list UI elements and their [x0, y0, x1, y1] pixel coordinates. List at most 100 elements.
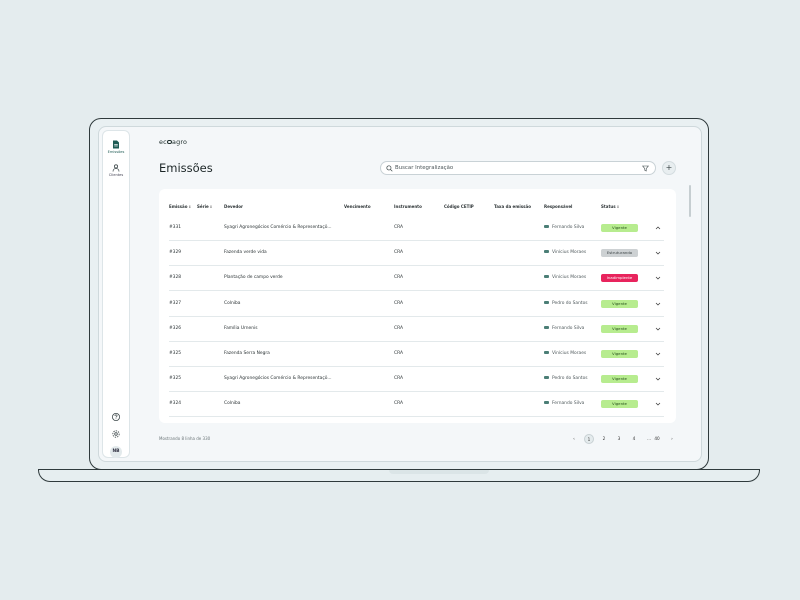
table-row[interactable]: #329 Fazenda verde vida CRA Vinícius Moraes…	[169, 240, 664, 267]
user-tag-icon	[544, 300, 549, 304]
avatar[interactable]: NB	[110, 446, 122, 458]
cell-instrumento: CRA	[394, 275, 403, 281]
cell-instrumento: CRA	[394, 401, 403, 407]
status-badge: Inadimplente	[601, 274, 638, 283]
cell-instrumento: CRA	[394, 250, 403, 256]
cell-responsavel: Vinícius Moraes	[544, 351, 586, 356]
sort-icon: ↕	[616, 205, 620, 209]
column-header-taxa[interactable]: Taxa da emissão	[494, 204, 531, 209]
brand-logo: ec agro	[159, 138, 188, 146]
status-badge: Vigente	[601, 350, 638, 358]
cell-devedor: Colniba	[224, 300, 241, 306]
column-header-serie[interactable]: Série↕	[197, 204, 213, 209]
user-tag-icon	[544, 376, 549, 380]
status-badge: Estruturando	[601, 249, 638, 258]
cell-responsavel: Fernando Silva	[544, 225, 584, 230]
add-button[interactable]: +	[662, 161, 676, 175]
cell-responsavel: Fernando Silva	[544, 401, 584, 406]
scrollbar[interactable]	[689, 185, 691, 217]
cell-responsavel: Pedro do Santos	[544, 376, 588, 381]
cell-instrumento: CRA	[394, 225, 403, 230]
chevron-down-icon[interactable]	[655, 275, 661, 281]
page-1-button[interactable]: 1	[584, 434, 594, 444]
cell-instrumento: CRA	[394, 351, 403, 356]
page-title: Emissões	[159, 161, 213, 175]
status-badge: Vigente	[601, 299, 638, 308]
user-tag-icon	[544, 250, 549, 254]
cell-emissao: #327	[169, 300, 182, 306]
app-screen: Emissões Clientes NB ec agro Emissões	[98, 126, 702, 462]
column-header-vencimento[interactable]: Vencimento	[344, 204, 371, 209]
table-row[interactable]: #324 Colniba CRA Fernando Silva Vigente	[169, 391, 664, 418]
cell-devedor: Colniba	[224, 401, 241, 407]
cell-emissao: #326	[169, 325, 182, 331]
user-tag-icon	[544, 275, 549, 279]
prev-page-button[interactable]: ‹	[573, 436, 575, 441]
status-badge: Vigente	[601, 324, 638, 333]
gear-icon[interactable]	[111, 429, 121, 439]
sidebar: Emissões Clientes NB	[102, 130, 130, 458]
cell-devedor: Família Urnenis	[224, 325, 258, 331]
cell-devedor: Plantação de campo verde	[224, 275, 283, 281]
cell-responsavel: Pedro do Santos	[544, 300, 588, 306]
pagination-ellipsis: ...	[647, 436, 651, 441]
column-header-instrumento[interactable]: Instrumento	[394, 204, 422, 209]
page-2-button[interactable]: 2	[602, 436, 606, 441]
sidebar-item-label: Clientes	[108, 173, 124, 177]
status-badge: Vigente	[601, 400, 638, 409]
page-4-button[interactable]: 4	[632, 436, 636, 441]
cell-emissao: #324	[169, 401, 182, 407]
cell-instrumento: CRA	[394, 376, 403, 382]
search-icon	[386, 165, 393, 172]
column-header-devedor[interactable]: Devedor	[224, 204, 243, 209]
cell-emissao: #328	[169, 275, 182, 281]
user-tag-icon	[544, 225, 549, 228]
page-40-button[interactable]: 40	[654, 436, 660, 441]
status-badge: Vigente	[601, 375, 638, 384]
cell-emissao: #329	[169, 250, 182, 256]
chevron-down-icon[interactable]	[655, 326, 661, 332]
cell-responsavel: Vinícius Moraes	[544, 250, 586, 255]
cell-responsavel: Fernando Silva	[544, 325, 584, 331]
user-tag-icon	[544, 325, 549, 329]
table-row[interactable]: #325 Fazenda Serra Negra CRA Vinícius Morae…	[169, 341, 664, 367]
cell-emissao: #325	[169, 376, 182, 382]
cell-responsavel: Vinícius Moraes	[544, 275, 586, 280]
table-row[interactable]: #328 Plantação de campo verde CRA Vinícius …	[169, 265, 664, 292]
cell-devedor: Syagri Agronegócios Comércio & Represent…	[224, 225, 332, 230]
chevron-down-icon[interactable]	[655, 376, 661, 382]
help-icon[interactable]	[111, 412, 121, 422]
plus-icon: +	[665, 163, 673, 172]
column-header-responsavel[interactable]: Responsável	[544, 204, 573, 209]
sidebar-item-emissoes[interactable]: Emissões	[103, 140, 129, 154]
column-header-emissao[interactable]: Emissão↕	[169, 204, 192, 209]
cell-emissao: #325	[169, 351, 182, 356]
chevron-down-icon[interactable]	[655, 351, 661, 357]
cell-devedor: Fazenda Serra Negra	[224, 351, 270, 356]
chevron-down-icon[interactable]	[655, 250, 661, 256]
table-row[interactable]: #326 Família Urnenis CRA Fernando Silva Vige…	[169, 316, 664, 342]
column-header-codigo-cetip[interactable]: Código CETIP	[444, 204, 474, 209]
table-row[interactable]: #331 Syagri Agronegócios Comércio & Repre…	[169, 215, 664, 241]
column-header-status[interactable]: Status↕	[601, 204, 620, 209]
sort-icon: ↕	[209, 205, 213, 209]
cell-instrumento: CRA	[394, 300, 403, 306]
chevron-down-icon[interactable]	[655, 401, 661, 407]
search-input[interactable]	[395, 163, 635, 173]
filter-icon[interactable]	[642, 165, 649, 172]
user-tag-icon	[544, 401, 549, 405]
chevron-up-icon[interactable]	[655, 225, 661, 231]
user-tag-icon	[544, 351, 549, 354]
pagination-summary: Mostrando 8 linha de 330	[159, 436, 211, 441]
table-row[interactable]: #325 Syagri Agronegócios Comércio & Repre…	[169, 366, 664, 393]
sidebar-item-label: Emissões	[107, 150, 125, 154]
status-badge: Vigente	[601, 224, 638, 232]
table-row[interactable]: #327 Colniba CRA Pedro do Santos Vigente	[169, 291, 664, 317]
sidebar-item-clientes[interactable]: Clientes	[103, 164, 129, 177]
sort-icon: ↕	[188, 205, 192, 209]
cell-instrumento: CRA	[394, 325, 403, 331]
chevron-down-icon[interactable]	[655, 301, 661, 307]
page-3-button[interactable]: 3	[617, 436, 621, 441]
next-page-button[interactable]: ›	[671, 436, 673, 441]
cell-emissao: #331	[169, 225, 182, 230]
